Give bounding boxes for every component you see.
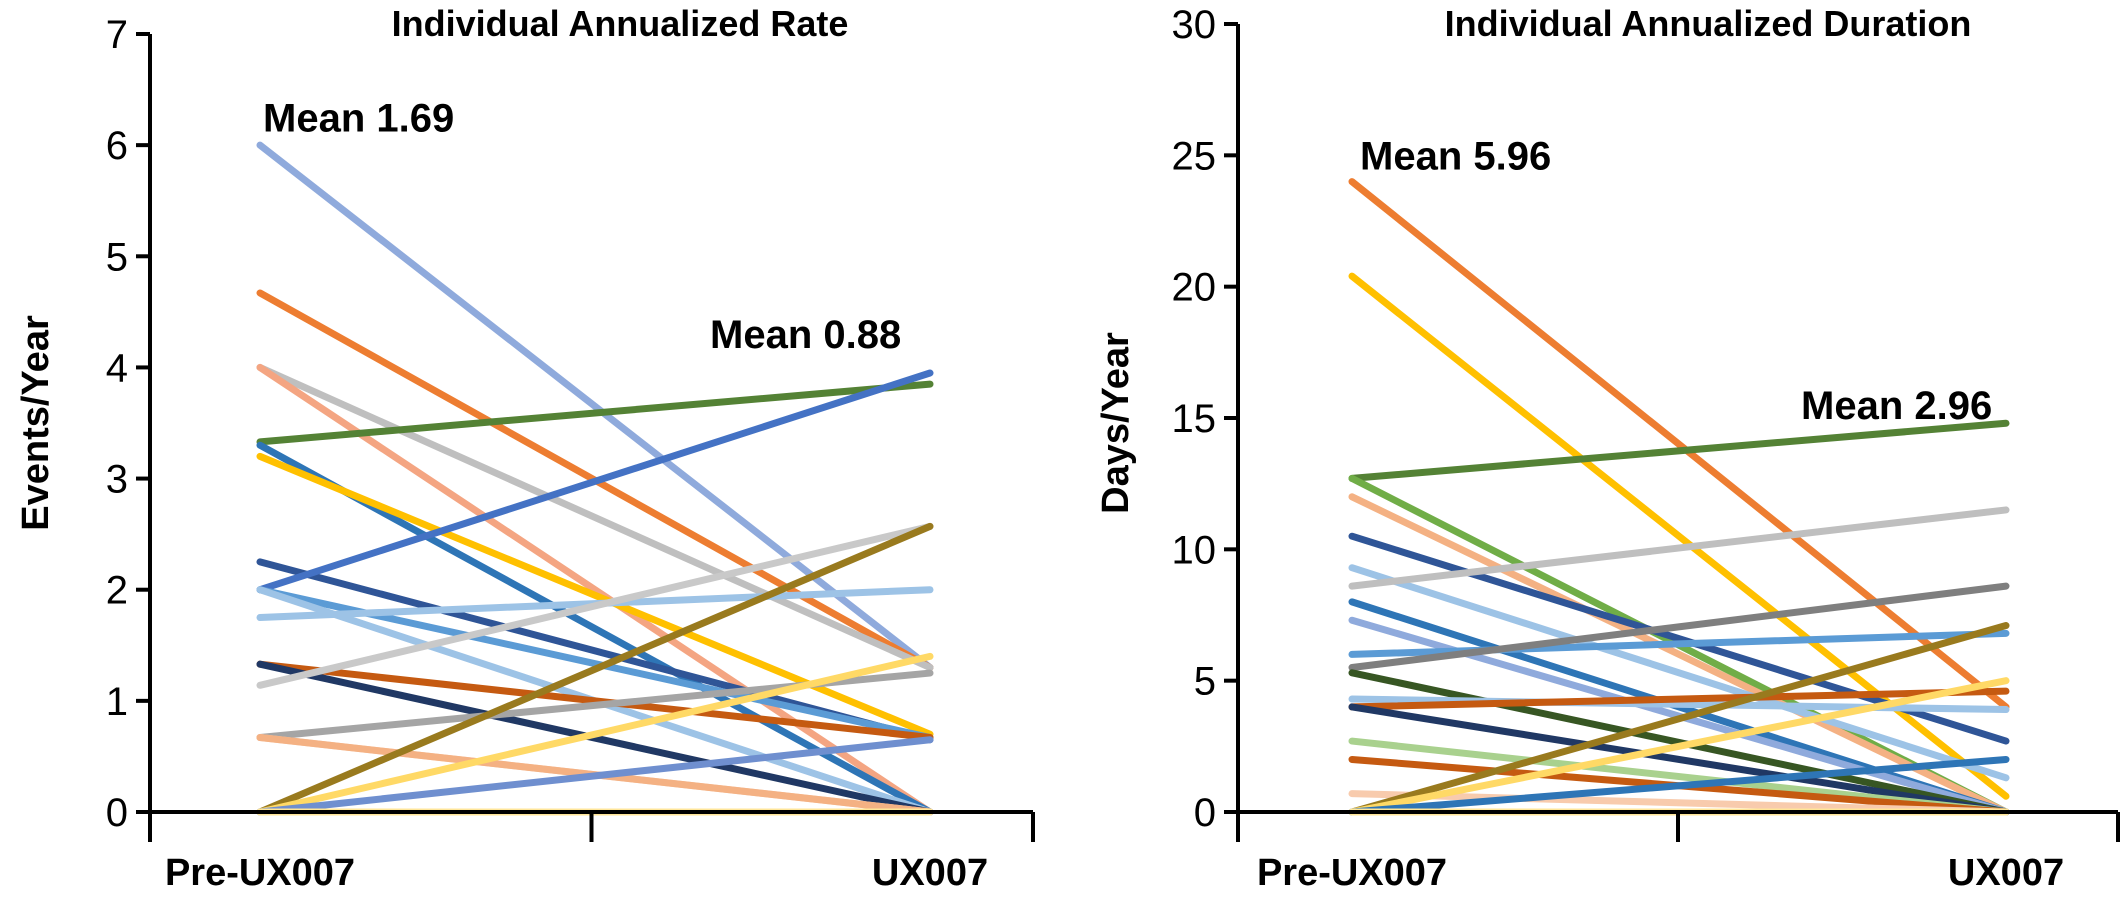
series-line <box>1348 564 2010 782</box>
y-tick-label: 25 <box>1172 134 1217 178</box>
y-tick-label: 0 <box>1194 791 1216 835</box>
y-tick-label: 30 <box>1172 3 1217 47</box>
series-line <box>1348 687 2010 711</box>
y-tick-label: 15 <box>1172 397 1217 441</box>
series-line <box>256 363 934 672</box>
mean-annotation: Mean 5.96 <box>1360 134 1551 178</box>
chart-title: Individual Annualized Duration <box>1445 3 1972 44</box>
series-line <box>1348 695 2010 714</box>
mean-annotation: Mean 1.69 <box>263 96 454 140</box>
mean-annotation: Mean 2.96 <box>1801 384 1992 428</box>
series-line <box>256 522 934 689</box>
y-tick-label: 4 <box>106 346 128 390</box>
series-line <box>256 736 934 816</box>
y-axis-label: Days/Year <box>1095 332 1137 514</box>
series-line <box>256 380 934 446</box>
series-line <box>1348 669 2010 816</box>
series-line <box>1348 755 2010 816</box>
series-line <box>256 369 934 594</box>
chart-title: Individual Annualized Rate <box>392 3 849 44</box>
y-tick-label: 5 <box>106 235 128 279</box>
category-label: UX007 <box>1948 852 2064 894</box>
series-line <box>256 660 934 816</box>
series-line <box>256 660 934 742</box>
series-line <box>1348 582 2010 672</box>
y-tick-label: 0 <box>106 791 128 835</box>
y-tick-label: 1 <box>106 680 128 724</box>
y-tick-label: 7 <box>106 13 128 57</box>
y-tick-label: 10 <box>1172 528 1217 572</box>
series-line <box>256 141 934 672</box>
y-tick-label: 20 <box>1172 266 1217 310</box>
rate-chart: Individual Annualized Rate Events/Year 0 1 2… <box>15 3 1035 894</box>
series-line <box>1348 493 2010 816</box>
mean-annotation: Mean 0.88 <box>710 313 901 357</box>
series-line <box>256 452 934 738</box>
category-label: Pre-UX007 <box>1257 852 1447 894</box>
category-label: Pre-UX007 <box>165 852 355 894</box>
y-axis-label: Events/Year <box>15 315 57 531</box>
series-line <box>1348 178 2010 711</box>
y-tick-label: 6 <box>106 124 128 168</box>
y-tick-label: 2 <box>106 569 128 613</box>
duration-chart: Individual Annualized Duration Days/Year 0… <box>1095 3 2120 894</box>
series-line <box>1348 703 2010 816</box>
series-line <box>1348 677 2010 816</box>
y-tick-label: 5 <box>1194 660 1216 704</box>
series-line <box>1348 622 2010 816</box>
series-line <box>1348 419 2010 482</box>
series-line <box>256 522 934 816</box>
category-label: UX007 <box>872 852 988 894</box>
series-line <box>256 363 934 816</box>
series-line <box>1348 506 2010 590</box>
series-line <box>256 652 934 816</box>
y-tick-label: 3 <box>106 458 128 502</box>
